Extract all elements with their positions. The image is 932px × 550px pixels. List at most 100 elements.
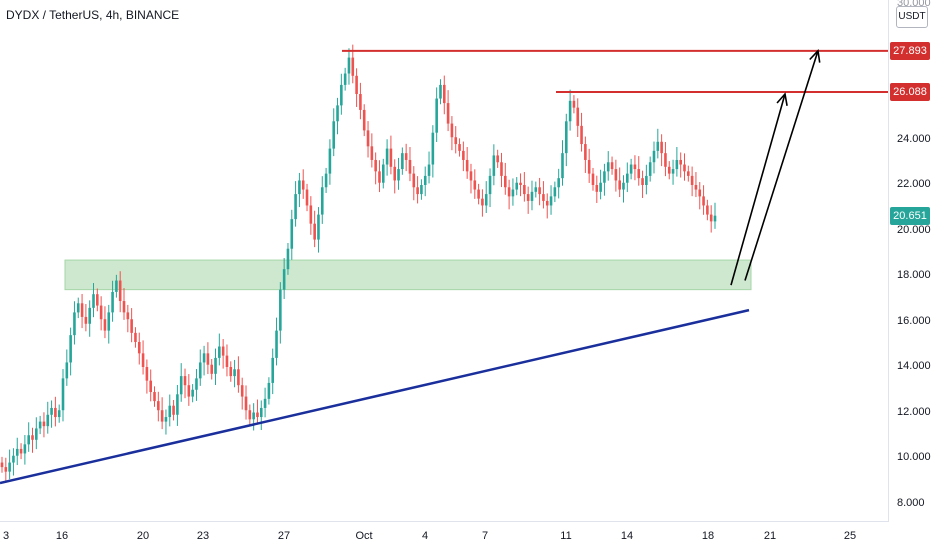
candle-body	[694, 185, 698, 190]
candle-body	[401, 153, 404, 170]
candle-body	[629, 164, 633, 174]
candle-body	[572, 100, 576, 108]
target-arrow-2[interactable]	[744, 50, 819, 281]
candle-body	[313, 223, 316, 240]
candle-body	[160, 410, 164, 422]
candle-body	[595, 185, 599, 192]
price-axis-label: 27.893	[890, 41, 930, 60]
candle-body	[35, 428, 38, 440]
time-tick-label: 3	[2, 530, 10, 542]
candle-body	[320, 187, 324, 215]
candle-body	[698, 189, 702, 197]
candle-body	[65, 362, 69, 379]
candle-body	[229, 367, 233, 377]
candle-body	[57, 410, 61, 418]
candle-body	[324, 173, 328, 188]
time-axis-border	[0, 521, 889, 522]
candle-body	[88, 307, 91, 324]
candle-body	[164, 417, 168, 422]
ascending-trendline[interactable]	[0, 308, 750, 485]
candle-body	[370, 146, 374, 160]
candle-body	[542, 194, 545, 201]
candle-body	[309, 205, 313, 224]
candle-body	[439, 84, 442, 99]
candle-body	[107, 312, 111, 331]
candle-body	[660, 141, 663, 154]
target-arrow-1[interactable]	[730, 93, 786, 286]
candle-body	[587, 159, 591, 174]
time-tick-label: Oct	[355, 530, 373, 542]
candle-body	[294, 194, 297, 220]
candle-body	[19, 448, 23, 454]
candle-body	[73, 312, 76, 336]
candle-body	[503, 175, 507, 188]
candle-body	[584, 144, 587, 160]
candle-body	[240, 385, 244, 397]
candle-body	[549, 196, 553, 206]
candle-body	[435, 98, 438, 133]
candle-body	[385, 148, 389, 165]
candle-body	[38, 421, 42, 429]
support-zone[interactable]	[64, 259, 752, 291]
candle-body	[393, 166, 397, 181]
candle-body	[706, 205, 709, 215]
time-tick-label: 23	[196, 530, 210, 542]
price-tick-label: 14.000	[897, 360, 931, 372]
candle-body	[259, 407, 263, 418]
candle-body	[534, 187, 538, 192]
price-tick-label: 22.000	[897, 178, 931, 190]
candle-body	[279, 289, 282, 331]
candle-body	[99, 305, 103, 320]
candle-body	[8, 462, 11, 472]
candle-body	[603, 171, 606, 183]
candle-body	[610, 162, 614, 170]
candle-body	[31, 435, 34, 440]
candle-body	[267, 382, 271, 399]
candle-body	[134, 332, 137, 342]
candle-body	[12, 455, 15, 463]
candle-body	[378, 171, 381, 183]
candle-body	[84, 316, 88, 324]
candle-body	[332, 121, 336, 149]
candle-body	[202, 353, 206, 363]
candle-body	[523, 185, 526, 195]
candle-body	[530, 191, 534, 201]
price-axis-border	[888, 0, 889, 522]
candle-body	[626, 173, 629, 183]
candle-body	[713, 215, 717, 222]
candle-body	[564, 121, 568, 154]
candle-body	[183, 376, 187, 386]
candle-body	[118, 280, 122, 302]
candle-body	[343, 73, 347, 85]
candle-body	[511, 189, 515, 197]
candle-body	[671, 169, 675, 174]
candle-body	[130, 319, 133, 333]
candle-body	[96, 294, 99, 306]
currency-button[interactable]: USDT	[896, 6, 928, 28]
candle-body	[275, 330, 278, 358]
candle-body	[263, 398, 267, 408]
candle-body	[191, 389, 194, 397]
price-tick-label: 8.000	[897, 496, 925, 509]
candle-body	[347, 57, 351, 74]
candle-body	[687, 171, 690, 176]
candle-body	[50, 407, 53, 415]
time-axis-background[interactable]	[0, 522, 932, 550]
candle-body	[557, 178, 560, 188]
candle-body	[252, 412, 255, 420]
candle-body	[317, 214, 320, 240]
candle-body	[290, 219, 294, 249]
candle-body	[606, 162, 610, 172]
candle-body	[683, 164, 686, 172]
candle-body	[545, 200, 549, 206]
candle-body	[282, 269, 286, 290]
time-tick-label: 7	[481, 530, 489, 542]
candle-body	[477, 189, 480, 199]
price-tick-label: 30.000	[897, 0, 931, 9]
time-tick-label: 4	[421, 530, 429, 542]
candle-body	[126, 312, 130, 320]
time-tick-label: 11	[560, 530, 572, 542]
candle-body	[179, 376, 183, 395]
candle-body	[76, 303, 80, 313]
